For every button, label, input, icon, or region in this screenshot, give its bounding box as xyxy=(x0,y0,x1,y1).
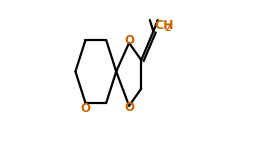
Text: O: O xyxy=(124,102,134,114)
Text: 2: 2 xyxy=(164,24,170,33)
Text: CH: CH xyxy=(155,19,174,31)
Text: O: O xyxy=(80,102,91,115)
Text: O: O xyxy=(124,34,134,46)
